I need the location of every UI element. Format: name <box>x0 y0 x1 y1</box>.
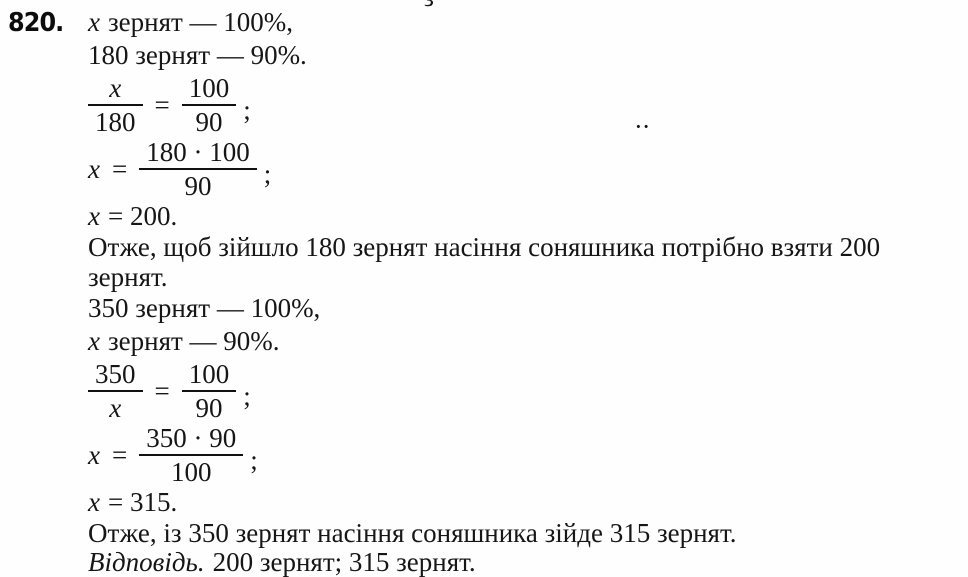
given-line-3: 350 зернят — 100%, <box>88 293 321 323</box>
fraction-numerator: 100 <box>181 360 237 392</box>
conclusion-2: Отже, із 350 зернят насіння соняшника зі… <box>88 518 737 548</box>
variable-x: x <box>88 201 100 231</box>
conclusion-1-line-1: Отже, щоб зійшло 180 зернят насіння соня… <box>88 232 881 262</box>
fraction-lhs-1: x 180 <box>88 74 143 137</box>
semicolon: ; <box>250 444 258 475</box>
fraction-numerator: 350 · 90 <box>139 424 244 456</box>
variable-x: x <box>88 153 100 184</box>
fraction-solve-1: 180 · 100 90 <box>139 138 257 201</box>
scan-artifact-top-glyph: з <box>424 0 434 13</box>
problem-number: 820. <box>8 8 64 38</box>
semicolon: ; <box>263 158 272 189</box>
fraction-denominator: 90 <box>184 170 212 201</box>
fraction-numerator: 180 · 100 <box>139 138 257 170</box>
result-2: x = 315. <box>88 486 958 518</box>
answer-line: Відповідь. 200 зернят; 315 зернят. <box>88 548 958 577</box>
fraction-denominator: 100 <box>170 456 212 487</box>
answer-label: Відповідь. <box>88 547 205 577</box>
proportion-1: x 180 = 100 90 ; <box>88 74 958 136</box>
fraction-denominator: 180 <box>95 106 136 137</box>
variable-x: x <box>88 326 100 356</box>
equals-sign: = <box>111 439 128 470</box>
semicolon: ; <box>243 94 251 125</box>
solution-content: x зернят — 100%, 180 зернят — 90%. x 180 … <box>88 0 958 577</box>
answer-text: 200 зернят; 315 зернят. <box>212 547 476 577</box>
result-2-value: = 315. <box>107 487 178 517</box>
conclusion-1-line-2: зернят. <box>88 262 168 292</box>
given-line-1: x зернят — 100%, <box>88 6 958 39</box>
fraction-denominator: 90 <box>195 392 223 423</box>
solve-equation-2: x = 350 · 90 100 ; <box>88 424 958 486</box>
variable-x: x <box>88 439 100 470</box>
fraction-denominator: 90 <box>195 106 223 137</box>
fraction-numerator: 350 <box>88 360 143 392</box>
proportion-2: 350 x = 100 90 ; <box>88 360 958 422</box>
given-line-4: x зернят — 90%. <box>88 325 958 358</box>
semicolon: ; <box>243 380 251 411</box>
equals-sign: = <box>111 153 128 184</box>
result-1-value: = 200. <box>107 201 178 231</box>
solve-equation-1: x = 180 · 100 90 ; <box>88 138 958 200</box>
fraction-rhs-2: 100 90 <box>181 360 237 423</box>
given-line-2: 180 зернят — 90%. <box>88 40 307 70</box>
fraction-denominator: x <box>109 392 122 423</box>
scan-artifact-dots: .. <box>636 112 652 133</box>
fraction-lhs-2: 350 x <box>88 360 143 423</box>
result-1: x = 200. <box>88 200 958 232</box>
equals-sign: = <box>154 375 170 406</box>
given-line-1-text: зернят — 100%, <box>107 7 294 37</box>
fraction-solve-2: 350 · 90 100 <box>139 424 244 487</box>
fraction-numerator: 100 <box>181 74 237 106</box>
variable-x: x <box>88 7 100 37</box>
variable-x: x <box>88 487 100 517</box>
fraction-numerator: x <box>88 74 143 106</box>
given-line-4-text: зернят — 90%. <box>107 326 280 356</box>
equals-sign: = <box>154 89 170 120</box>
fraction-rhs-1: 100 90 <box>181 74 237 137</box>
